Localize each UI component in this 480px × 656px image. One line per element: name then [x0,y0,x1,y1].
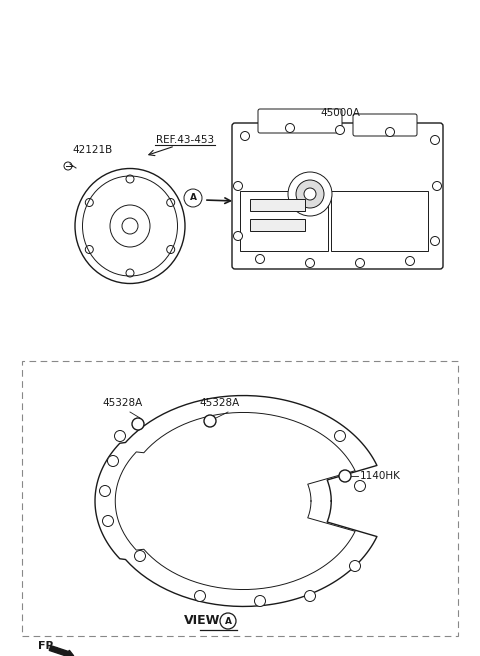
Circle shape [349,560,360,571]
Circle shape [240,131,250,140]
Circle shape [339,470,351,482]
Circle shape [103,516,113,527]
Circle shape [406,256,415,266]
Circle shape [356,258,364,268]
Bar [240,190,328,251]
Circle shape [336,125,345,134]
Circle shape [288,172,332,216]
Bar [250,219,305,231]
Circle shape [99,485,110,497]
Bar [250,199,305,211]
Circle shape [194,590,205,602]
Circle shape [134,550,145,562]
Text: VIEW: VIEW [184,615,220,628]
Bar [331,190,428,251]
Circle shape [355,480,365,491]
Text: 42121B: 42121B [72,145,112,155]
Circle shape [431,237,440,245]
Circle shape [204,415,216,427]
Circle shape [108,455,119,466]
Text: 45000A: 45000A [320,108,360,118]
Text: 45328A: 45328A [103,398,143,408]
Circle shape [296,180,324,208]
Circle shape [432,182,442,190]
Circle shape [431,136,440,144]
Circle shape [335,430,346,441]
Circle shape [305,258,314,268]
Circle shape [255,255,264,264]
FancyBboxPatch shape [232,123,443,269]
Circle shape [132,418,144,430]
Text: REF.43-453: REF.43-453 [156,135,214,145]
Text: A: A [225,617,231,626]
Text: A: A [190,194,196,203]
FancyBboxPatch shape [258,109,342,133]
Circle shape [254,596,265,607]
Circle shape [286,123,295,133]
Text: 1140HK: 1140HK [360,471,401,481]
Circle shape [385,127,395,136]
FancyBboxPatch shape [353,114,417,136]
Circle shape [233,232,242,241]
Circle shape [304,188,316,200]
Circle shape [233,182,242,190]
Circle shape [304,590,315,602]
Bar [22,361,458,636]
Circle shape [115,430,125,441]
FancyArrow shape [49,646,74,656]
Text: FR.: FR. [38,641,59,651]
Text: 45328A: 45328A [200,398,240,408]
